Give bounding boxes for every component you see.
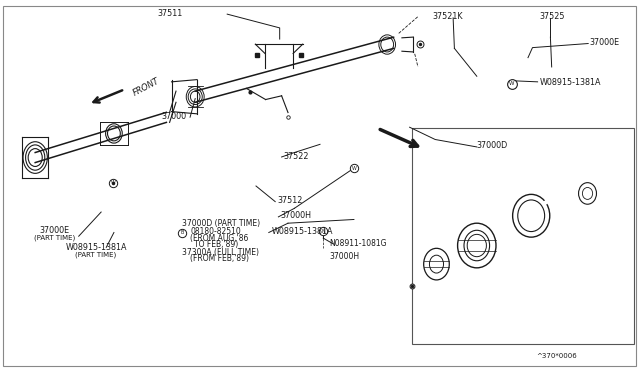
Text: W: W	[111, 180, 116, 185]
Text: (PART TIME): (PART TIME)	[76, 251, 116, 258]
Text: 08180-82510: 08180-82510	[190, 227, 241, 236]
Text: (FROM AUG,'86: (FROM AUG,'86	[190, 234, 248, 243]
Text: W08915-1381A: W08915-1381A	[65, 243, 127, 252]
Text: N: N	[321, 229, 325, 234]
Text: TO FEB,'89): TO FEB,'89)	[194, 240, 238, 249]
Text: 37525: 37525	[539, 12, 564, 21]
Text: 37000E: 37000E	[589, 38, 620, 47]
Text: W08915-1381A: W08915-1381A	[540, 78, 601, 87]
Text: 37000D: 37000D	[477, 141, 508, 150]
Text: (FROM FEB,'89): (FROM FEB,'89)	[190, 254, 249, 263]
Text: ^370*0006: ^370*0006	[536, 353, 577, 359]
Text: 37522: 37522	[284, 152, 309, 161]
Bar	[412, 128, 634, 344]
Text: N08911-1081G: N08911-1081G	[330, 239, 387, 248]
Text: 37512: 37512	[278, 196, 303, 205]
Text: W: W	[509, 81, 515, 86]
Text: 37000: 37000	[161, 112, 186, 121]
Text: (PART TIME): (PART TIME)	[34, 235, 75, 241]
Text: 37300A (FULL TIME): 37300A (FULL TIME)	[182, 248, 259, 257]
Text: W: W	[351, 166, 356, 171]
Text: 37000H: 37000H	[280, 211, 311, 220]
Text: 37511: 37511	[157, 9, 182, 17]
Text: B: B	[180, 230, 184, 235]
Text: W08915-1381A: W08915-1381A	[271, 227, 333, 236]
Text: FRONT: FRONT	[131, 77, 161, 98]
Text: 37000H: 37000H	[330, 252, 360, 261]
Text: 37521K: 37521K	[433, 12, 463, 21]
Text: 37000D (PART TIME): 37000D (PART TIME)	[182, 219, 260, 228]
Text: 37000E: 37000E	[39, 226, 70, 235]
